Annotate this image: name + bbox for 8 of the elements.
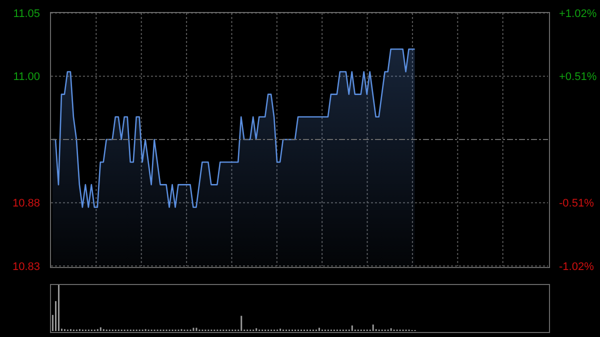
y2-tick-label: +0.51% <box>559 71 597 84</box>
y-tick-label: 10.83 <box>12 260 40 273</box>
y2-tick-label: -0.51% <box>559 198 594 210</box>
y-tick-label: 10.88 <box>12 198 40 210</box>
y-tick-label: 11.00 <box>13 71 40 84</box>
y-tick-label: 11.05 <box>13 8 40 20</box>
y2-tick-label: -1.02% <box>559 260 594 273</box>
y2-tick-label: +1.02% <box>559 8 597 20</box>
